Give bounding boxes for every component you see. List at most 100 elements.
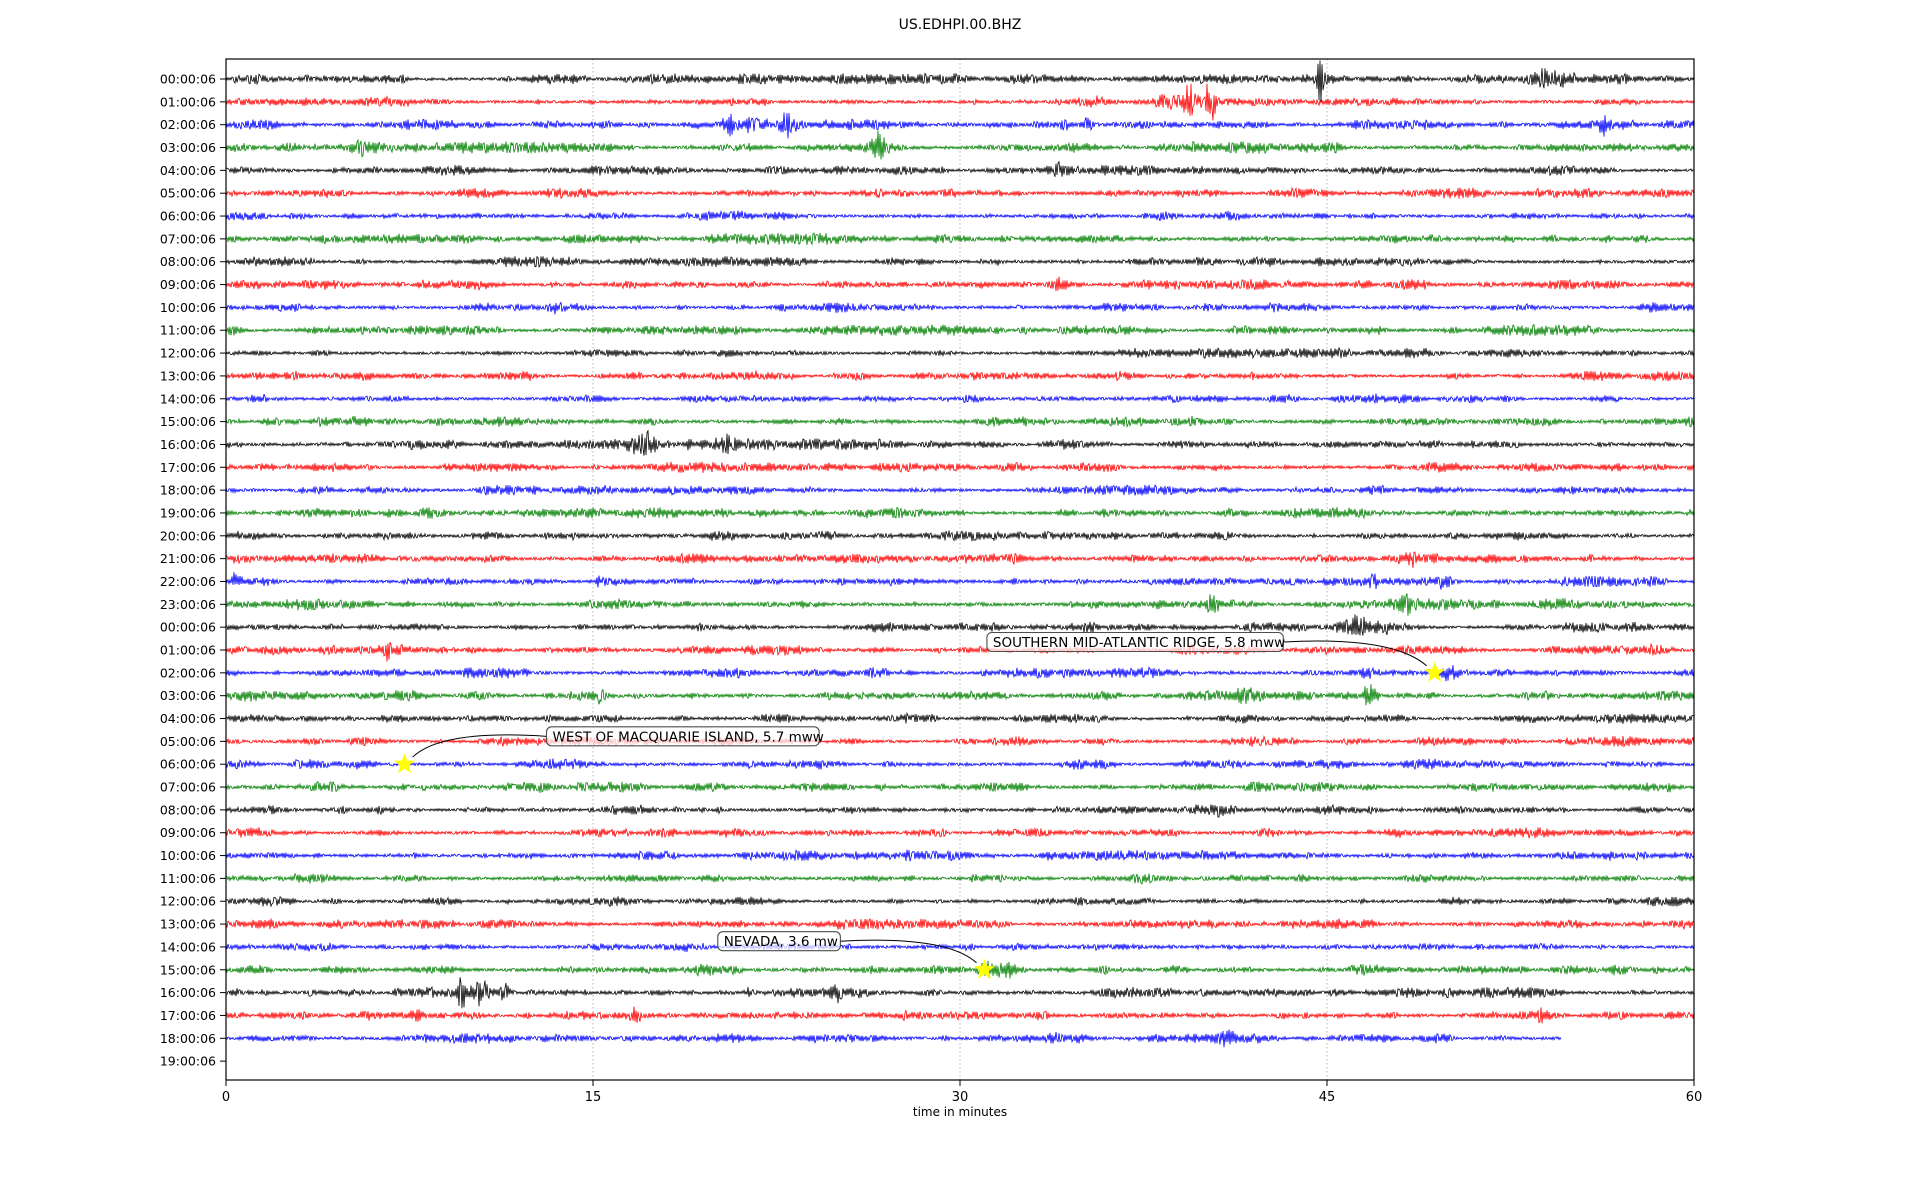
trace-row-13 [225,370,1695,382]
y-tick-label: 15:00:06 [160,414,216,429]
y-tick-label: 15:00:06 [160,962,216,977]
trace-row-0 [225,60,1695,103]
y-tick-label: 05:00:06 [160,734,216,749]
y-tick-label: 00:00:06 [160,620,216,635]
trace-row-11 [225,323,1695,336]
trace-row-15 [225,415,1695,429]
trace-row-34 [225,849,1695,862]
y-tick-label: 17:00:06 [160,460,216,475]
y-tick-label: 07:00:06 [160,780,216,795]
event-star-icon [394,753,416,774]
y-tick-label: 05:00:06 [160,186,216,201]
event-label-box [986,631,1284,653]
trace-row-26 [225,665,1695,682]
y-tick-label: 09:00:06 [160,277,216,292]
trace-row-18 [225,484,1695,496]
y-tick-label: 03:00:06 [160,688,216,703]
trace-row-30 [225,758,1695,771]
trace-row-23 [225,593,1695,616]
trace-row-27 [225,684,1695,706]
y-tick-label: 13:00:06 [160,368,216,383]
trace-row-25 [225,641,1695,662]
trace-row-33 [225,827,1695,839]
x-tick-label: 45 [1319,1090,1336,1105]
y-tick-label: 08:00:06 [160,802,216,817]
trace-row-39 [225,960,1695,979]
annotation-connector [1283,640,1427,667]
x-tick-label: 60 [1686,1090,1703,1105]
y-tick-label: 16:00:06 [160,437,216,452]
trace-row-40 [225,977,1695,1009]
trace-row-12 [225,346,1695,360]
event-label-text: WEST OF MACQUARIE ISLAND, 5.7 mww [553,729,824,745]
trace-row-29 [225,735,1695,748]
trace-row-31 [225,781,1695,793]
trace-row-10 [225,301,1695,315]
trace-row-7 [225,232,1695,246]
trace-row-5 [225,186,1695,200]
y-tick-label: 06:00:06 [160,209,216,224]
figure-title: US.EDHPI.00.BHZ [898,17,1022,33]
y-tick-label: 01:00:06 [160,94,216,109]
event-star-icon [974,958,995,979]
y-tick-label: 03:00:06 [160,140,216,155]
trace-row-4 [226,160,1695,177]
event-star-icon [1424,661,1446,682]
y-tick-label: 12:00:06 [160,894,216,909]
trace-row-21 [225,551,1695,569]
y-tick-label: 02:00:06 [160,117,216,132]
y-tick-label: 07:00:06 [160,231,216,246]
y-tick-label: 14:00:06 [160,391,216,406]
trace-row-3 [225,130,1695,160]
y-tick-label: 16:00:06 [160,985,216,1000]
y-tick-label: 00:00:06 [160,72,216,87]
event-label-box [717,931,841,952]
trace-row-42 [225,1029,1562,1048]
annotation-connector [840,939,977,964]
x-tick-label: 15 [585,1090,602,1105]
y-tick-label: 11:00:06 [160,323,216,338]
x-tick-label: 30 [952,1090,969,1105]
y-tick-label: 20:00:06 [160,528,216,543]
trace-row-8 [225,255,1695,268]
trace-row-2 [225,112,1695,139]
y-tick-label: 19:00:06 [160,1054,216,1069]
y-tick-label: 12:00:06 [160,346,216,361]
trace-row-28 [225,711,1695,724]
x-axis-label: time in minutes [912,1105,1008,1119]
trace-row-37 [225,917,1695,931]
y-tick-label: 09:00:06 [160,825,216,840]
y-tick-label: 17:00:06 [160,1008,216,1023]
y-tick-label: 10:00:06 [160,848,216,863]
event-label-box [545,726,820,747]
trace-row-17 [225,461,1695,473]
y-tick-label: 01:00:06 [160,643,216,658]
y-tick-label: 18:00:06 [160,1031,216,1046]
trace-row-24 [225,614,1695,636]
y-tick-label: 10:00:06 [160,300,216,315]
y-tick-label: 13:00:06 [160,917,216,932]
trace-row-38 [225,942,1695,953]
y-tick-label: 23:00:06 [160,597,216,612]
y-tick-label: 11:00:06 [160,871,216,886]
y-tick-label: 22:00:06 [160,574,216,589]
y-tick-label: 02:00:06 [160,665,216,680]
y-tick-label: 06:00:06 [160,757,216,772]
trace-row-19 [225,506,1695,520]
y-tick-label: 19:00:06 [160,505,216,520]
trace-row-1 [225,83,1695,121]
x-tick-label: 0 [222,1090,230,1105]
trace-row-36 [225,896,1695,908]
trace-row-35 [225,872,1695,885]
y-tick-label: 21:00:06 [160,551,216,566]
trace-row-6 [225,209,1695,222]
y-tick-label: 18:00:06 [160,483,216,498]
trace-row-16 [225,429,1695,456]
trace-row-20 [225,530,1695,542]
event-label-text: NEVADA, 3.6 mw [724,934,838,950]
trace-row-32 [225,803,1695,818]
y-tick-label: 04:00:06 [160,163,216,178]
trace-row-14 [225,393,1695,404]
